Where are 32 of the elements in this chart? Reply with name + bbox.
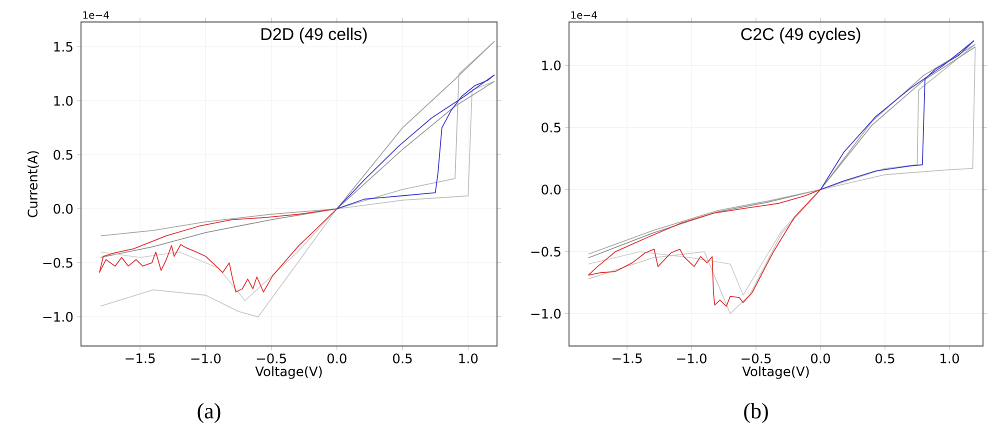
- y-tick-label: 1.0: [54, 96, 73, 106]
- x-tick-label: 0.0: [811, 354, 830, 364]
- y-tick-label: −1.0: [43, 312, 73, 322]
- text: (a): [198, 403, 220, 423]
- y-tick-label: 0.0: [54, 204, 73, 214]
- y-tick-label: 0.0: [542, 184, 561, 195]
- x-tick-label: −0.5: [742, 354, 771, 364]
- y-tick-label: −0.5: [43, 258, 72, 268]
- y-tick-label: 1.5: [54, 42, 72, 52]
- y-tick-label: 0.5: [542, 122, 560, 132]
- x-tick-label: −1.0: [191, 354, 221, 364]
- x-tick-label: 0.5: [393, 354, 412, 364]
- x-axis-title: Voltage(V): [742, 366, 809, 379]
- x-axis-title: Voltage(V): [255, 366, 322, 379]
- y-axis-title: Current(A): [27, 151, 40, 218]
- x-tick-label: −1.5: [612, 354, 642, 364]
- y-tick-label: −1.0: [531, 308, 561, 319]
- x-tick-label: −1.0: [677, 354, 706, 364]
- y-tick-label: 0.5: [54, 150, 72, 160]
- x-tick-label: −0.5: [256, 354, 286, 364]
- y-tick-label: −0.5: [531, 246, 560, 257]
- chart-title: D2D (49 cells): [262, 28, 367, 44]
- x-tick-label: 1.0: [940, 354, 959, 364]
- x-tick-label: −1.5: [126, 354, 155, 364]
- x-tick-label: 0.5: [876, 354, 894, 364]
- y-tick-label: 1.0: [542, 60, 561, 70]
- text: 1e−4: [571, 11, 597, 19]
- text: (b): [744, 403, 768, 423]
- text: 1e−4: [83, 11, 109, 19]
- x-tick-label: 0.0: [327, 354, 346, 364]
- chart-title: C2C (49 cycles): [741, 28, 860, 44]
- x-tick-label: 1.0: [459, 354, 478, 364]
